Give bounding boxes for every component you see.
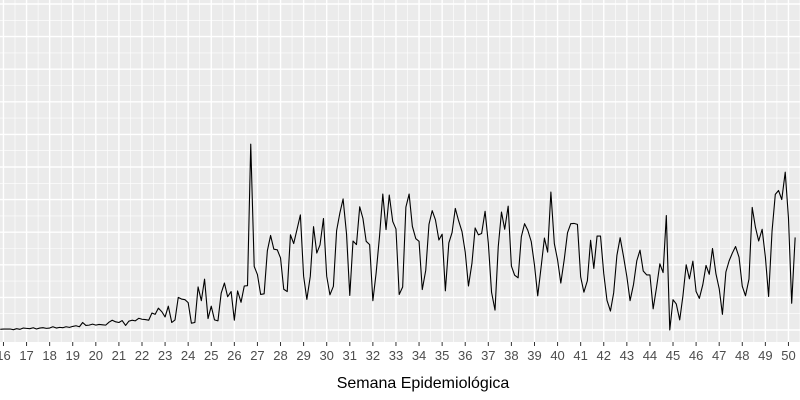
series-line [0,143,796,331]
x-tick-label: 39 [527,348,541,363]
major-gridlines-x [2,0,790,342]
x-tick-label: 16 [0,348,11,363]
x-tick-label: 21 [112,348,126,363]
x-tick-label: 17 [19,348,33,363]
x-tick-label: 47 [712,348,726,363]
x-tick-label: 45 [666,348,680,363]
series-layer [0,143,796,331]
x-tick-label: 31 [343,348,357,363]
x-tick-label: 28 [273,348,287,363]
x-tick-label: 43 [620,348,634,363]
x-tick-label: 19 [65,348,79,363]
x-tick-label: 24 [181,348,195,363]
x-tick-label: 41 [573,348,587,363]
x-tick-label: 27 [250,348,264,363]
x-tick-label: 25 [204,348,218,363]
x-axis-title: Semana Epidemiológica [337,375,510,392]
x-tick-label: 22 [135,348,149,363]
x-axis-ticks [2,342,789,346]
x-tick-label: 48 [735,348,749,363]
x-tick-label: 29 [296,348,310,363]
x-tick-label: 26 [227,348,241,363]
x-tick-label: 18 [42,348,56,363]
x-tick-label: 35 [435,348,449,363]
x-tick-label: 49 [758,348,772,363]
x-tick-label: 23 [158,348,172,363]
x-tick-label: 20 [89,348,103,363]
x-tick-label: 36 [458,348,472,363]
x-tick-label: 33 [389,348,403,363]
plot-panel [0,0,800,342]
minor-gridlines-x [14,0,800,342]
x-tick-label: 32 [366,348,380,363]
x-tick-label: 44 [643,348,657,363]
x-tick-label: 34 [412,348,426,363]
x-tick-label: 42 [597,348,611,363]
x-axis-tick-labels: 16 17 18 19 20 21 22 23 24 25 26 27 28 29 30 31 32 33 34 35… [0,348,796,363]
x-tick-label: 40 [550,348,564,363]
x-tick-label: 46 [689,348,703,363]
x-tick-label: 38 [504,348,518,363]
x-tick-label: 37 [481,348,495,363]
x-tick-label: 30 [319,348,333,363]
x-tick-label: 50 [781,348,795,363]
gridlines-y [0,3,800,331]
